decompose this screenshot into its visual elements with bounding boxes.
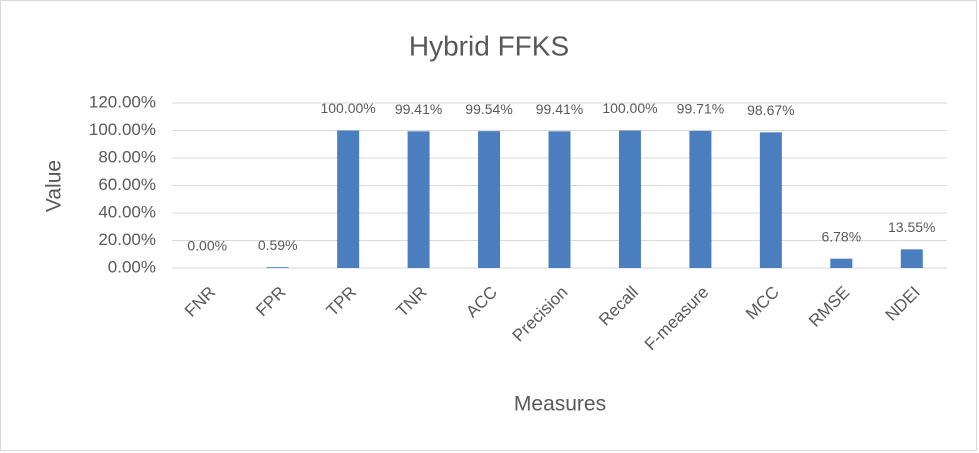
y-tick-label: 20.00% (98, 230, 156, 249)
bar (337, 130, 360, 268)
y-axis-title: Value (43, 160, 66, 212)
bar (407, 131, 430, 268)
value-label: 0.59% (258, 237, 298, 253)
value-label: 98.67% (747, 102, 794, 118)
bar (478, 131, 501, 268)
y-tick-label: 100.00% (89, 120, 156, 139)
bar (548, 131, 571, 268)
value-label: 99.41% (536, 101, 583, 117)
y-tick-label: 60.00% (98, 175, 156, 194)
value-label: 100.00% (320, 100, 375, 116)
bar (266, 267, 289, 268)
bar (900, 249, 923, 268)
value-label: 99.54% (465, 101, 512, 117)
value-label: 0.00% (187, 238, 227, 254)
bar (689, 130, 712, 268)
y-tick-label: 40.00% (98, 202, 156, 221)
value-label: 6.78% (821, 228, 861, 244)
value-label: 13.55% (888, 219, 935, 235)
y-tick-label: 120.00% (89, 92, 156, 111)
chart-title: Hybrid FFKS (409, 30, 569, 61)
value-label: 100.00% (602, 100, 657, 116)
bar (618, 130, 641, 268)
y-tick-label: 0.00% (108, 257, 156, 276)
x-axis-title: Measures (514, 393, 606, 416)
bar (759, 132, 782, 268)
value-label: 99.41% (395, 101, 442, 117)
y-tick-label: 80.00% (98, 147, 156, 166)
bar (830, 258, 853, 268)
value-label: 99.71% (677, 101, 724, 117)
